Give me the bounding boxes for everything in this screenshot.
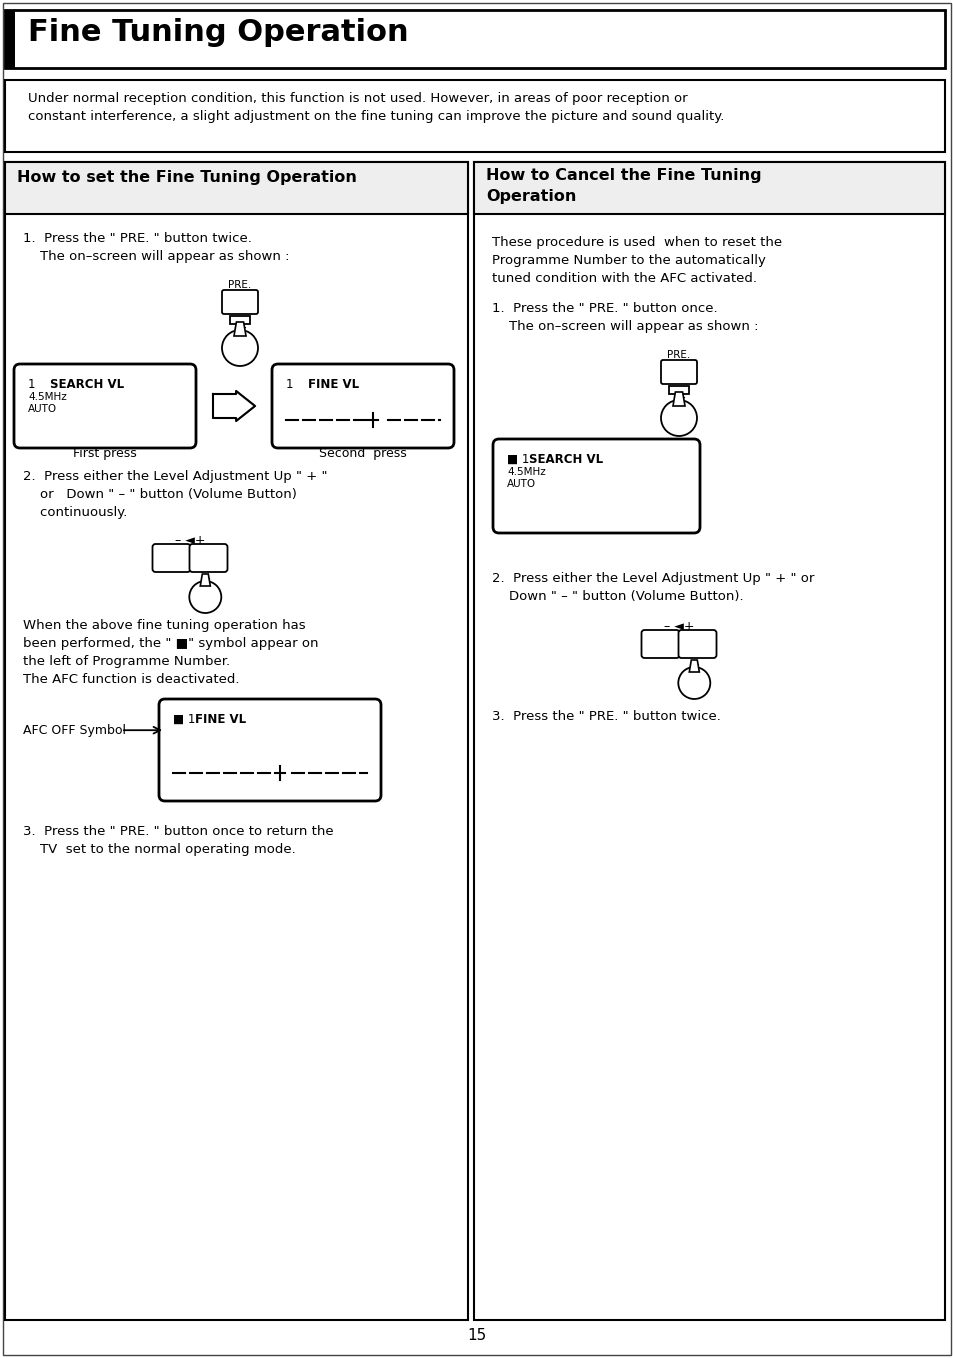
Text: AUTO: AUTO xyxy=(28,403,57,414)
Text: First press: First press xyxy=(73,447,136,460)
Text: constant interference, a slight adjustment on the fine tuning can improve the pi: constant interference, a slight adjustme… xyxy=(28,110,723,124)
Bar xyxy=(5,80,944,152)
FancyBboxPatch shape xyxy=(493,439,700,532)
FancyBboxPatch shape xyxy=(222,291,257,314)
Text: Down " – " button (Volume Button).: Down " – " button (Volume Button). xyxy=(492,589,742,603)
Text: or   Down " – " button (Volume Button): or Down " – " button (Volume Button) xyxy=(23,488,296,501)
FancyBboxPatch shape xyxy=(190,545,227,572)
Text: SEARCH VL: SEARCH VL xyxy=(529,454,602,466)
Text: 1: 1 xyxy=(28,378,35,391)
Bar xyxy=(474,162,944,1320)
Bar xyxy=(668,386,688,394)
Text: ■ 1: ■ 1 xyxy=(172,713,195,727)
FancyBboxPatch shape xyxy=(14,364,195,448)
Text: The on–screen will appear as shown :: The on–screen will appear as shown : xyxy=(23,250,289,263)
Text: TV  set to the normal operating mode.: TV set to the normal operating mode. xyxy=(23,843,295,856)
Polygon shape xyxy=(235,391,254,421)
Text: 3.  Press the " PRE. " button once to return the: 3. Press the " PRE. " button once to ret… xyxy=(23,826,334,838)
Polygon shape xyxy=(672,392,684,406)
Circle shape xyxy=(660,401,697,436)
Circle shape xyxy=(222,330,257,367)
Text: – ◄+: – ◄+ xyxy=(663,621,694,633)
FancyBboxPatch shape xyxy=(152,545,191,572)
Text: 1.  Press the " PRE. " button twice.: 1. Press the " PRE. " button twice. xyxy=(23,232,252,244)
Circle shape xyxy=(678,667,710,699)
Bar xyxy=(213,394,235,418)
Text: 4.5MHz: 4.5MHz xyxy=(28,392,67,402)
Text: PRE.: PRE. xyxy=(228,280,252,291)
Text: SEARCH VL: SEARCH VL xyxy=(50,378,124,391)
FancyBboxPatch shape xyxy=(640,630,679,659)
Text: Programme Number to the automatically: Programme Number to the automatically xyxy=(492,254,765,268)
Text: 2.  Press either the Level Adjustment Up " + ": 2. Press either the Level Adjustment Up … xyxy=(23,470,327,483)
FancyBboxPatch shape xyxy=(272,364,454,448)
Text: Under normal reception condition, this function is not used. However, in areas o: Under normal reception condition, this f… xyxy=(28,92,687,105)
FancyBboxPatch shape xyxy=(159,699,380,801)
Text: ■ 1: ■ 1 xyxy=(506,454,529,466)
Text: AUTO: AUTO xyxy=(506,479,536,489)
FancyBboxPatch shape xyxy=(660,360,697,384)
Bar xyxy=(5,162,468,1320)
Text: The on–screen will appear as shown :: The on–screen will appear as shown : xyxy=(492,320,758,333)
Circle shape xyxy=(189,581,221,612)
Bar xyxy=(474,162,944,215)
Text: 1: 1 xyxy=(286,378,294,391)
Bar xyxy=(230,316,250,325)
Text: 3.  Press the " PRE. " button twice.: 3. Press the " PRE. " button twice. xyxy=(492,710,720,722)
Text: continuously.: continuously. xyxy=(23,507,128,519)
Polygon shape xyxy=(200,574,210,587)
Text: 2.  Press either the Level Adjustment Up " + " or: 2. Press either the Level Adjustment Up … xyxy=(492,572,814,585)
Bar xyxy=(5,162,468,215)
Text: When the above fine tuning operation has: When the above fine tuning operation has xyxy=(23,619,305,631)
Text: PRE.: PRE. xyxy=(667,350,690,360)
Polygon shape xyxy=(689,660,699,672)
Text: 4.5MHz: 4.5MHz xyxy=(506,467,545,477)
Text: Fine Tuning Operation: Fine Tuning Operation xyxy=(28,18,408,48)
Text: FINE VL: FINE VL xyxy=(308,378,358,391)
Bar xyxy=(5,10,944,68)
Text: The AFC function is deactivated.: The AFC function is deactivated. xyxy=(23,674,239,686)
Bar xyxy=(5,10,15,68)
Text: tuned condition with the AFC activated.: tuned condition with the AFC activated. xyxy=(492,272,757,285)
Text: 15: 15 xyxy=(467,1328,486,1343)
Text: 1.  Press the " PRE. " button once.: 1. Press the " PRE. " button once. xyxy=(492,301,717,315)
Text: FINE VL: FINE VL xyxy=(194,713,246,727)
Polygon shape xyxy=(233,322,246,335)
FancyBboxPatch shape xyxy=(678,630,716,659)
Text: How to set the Fine Tuning Operation: How to set the Fine Tuning Operation xyxy=(17,170,356,185)
Text: These procedure is used  when to reset the: These procedure is used when to reset th… xyxy=(492,236,781,249)
Text: How to Cancel the Fine Tuning
Operation: How to Cancel the Fine Tuning Operation xyxy=(485,168,760,204)
Text: Second  press: Second press xyxy=(319,447,406,460)
Text: AFC OFF Symbol: AFC OFF Symbol xyxy=(23,724,126,737)
Polygon shape xyxy=(213,391,254,421)
Text: the left of Programme Number.: the left of Programme Number. xyxy=(23,655,230,668)
Text: – ◄+: – ◄+ xyxy=(174,534,205,547)
Text: been performed, the " ■" symbol appear on: been performed, the " ■" symbol appear o… xyxy=(23,637,318,650)
